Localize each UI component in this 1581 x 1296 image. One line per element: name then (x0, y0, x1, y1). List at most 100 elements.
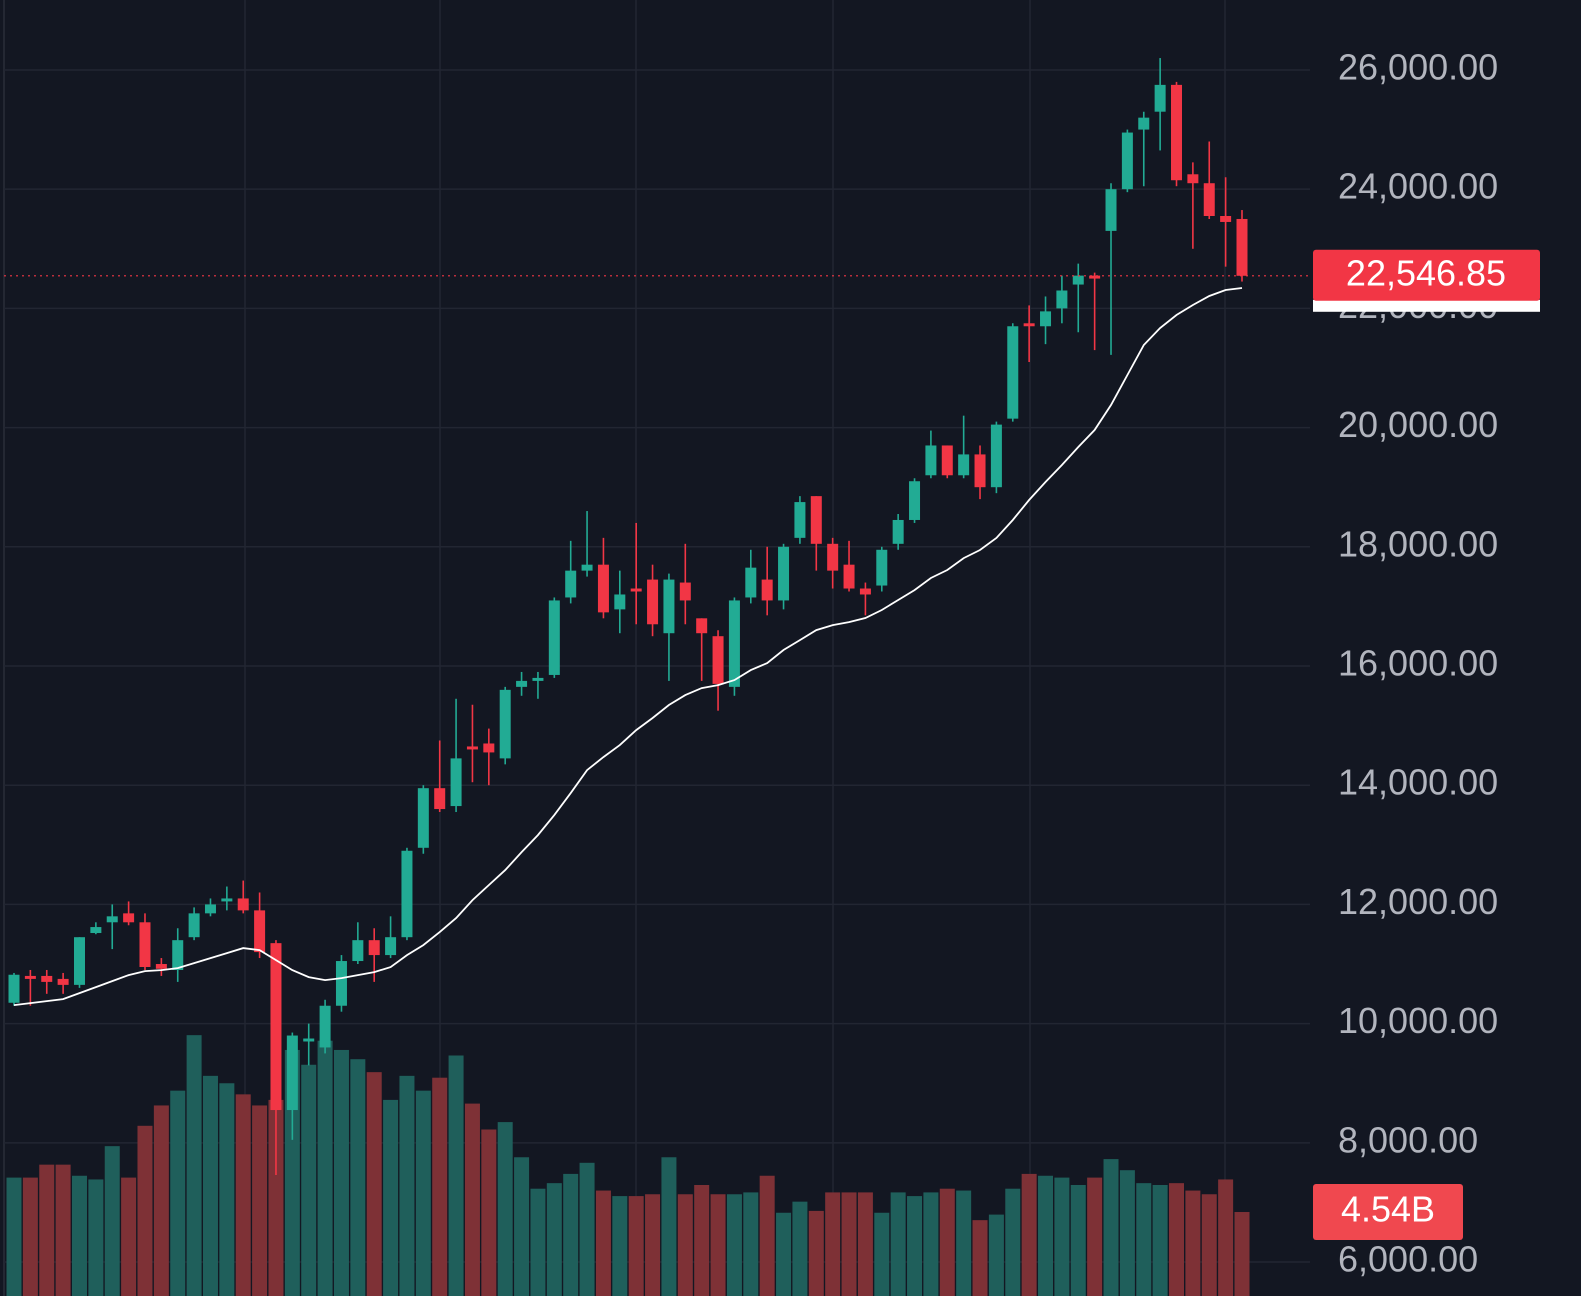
candle-body (401, 850, 413, 938)
volume-bar (186, 1035, 202, 1296)
candle-body (1154, 84, 1166, 112)
volume-bar (759, 1175, 775, 1296)
volume-bar (383, 1099, 399, 1296)
candle-body (630, 588, 642, 592)
candle-body (1072, 275, 1084, 285)
candle-body (1121, 132, 1133, 190)
candle-body (909, 481, 921, 520)
volume-bar (22, 1177, 38, 1296)
candle-body (24, 975, 36, 979)
candle-body (696, 618, 708, 634)
volume-bar (1054, 1177, 1070, 1296)
candle-body (1220, 216, 1232, 222)
candle-body (1203, 183, 1215, 216)
volume-bar (252, 1105, 268, 1296)
volume-bar (792, 1201, 808, 1296)
volume-bar (432, 1077, 448, 1296)
price-axis: 6,000.00 8,000.00 10,000.00 12,000.00 14,000… (1338, 46, 1498, 1279)
volume-bar (1005, 1188, 1021, 1296)
candle-body (565, 570, 577, 598)
volume-bar (333, 1049, 349, 1296)
candle-body (941, 445, 953, 476)
candle-body (1187, 174, 1199, 184)
candle-body (990, 424, 1002, 488)
candle-body (614, 594, 626, 610)
y-tick-label: 8,000.00 (1338, 1119, 1478, 1160)
candle-body (57, 978, 69, 985)
volume-bar (137, 1125, 153, 1296)
volume-bar (710, 1194, 726, 1296)
last-price-badge (1313, 249, 1540, 301)
candle-body (794, 502, 806, 538)
candle-body (1138, 117, 1150, 130)
volume-bar (1136, 1183, 1152, 1296)
candle-body (303, 1038, 315, 1042)
candle-body (450, 758, 462, 807)
volume-bar (464, 1103, 480, 1296)
volume-bar (1070, 1185, 1086, 1296)
volume-bar (71, 1175, 87, 1296)
candle-body (499, 689, 511, 759)
candle-body (335, 961, 347, 1006)
candle-body (1040, 311, 1052, 327)
volume-bar (841, 1192, 857, 1296)
time-grid (3, 0, 1226, 1296)
volume-bar (546, 1183, 562, 1296)
volume-bar (514, 1157, 530, 1296)
volume-bar (170, 1090, 186, 1296)
candle-body (8, 974, 20, 1003)
volume-bar (808, 1210, 824, 1296)
volume-bar (972, 1220, 988, 1296)
candle-body (827, 543, 839, 571)
volume-bar (1218, 1179, 1234, 1296)
volume-bar (661, 1157, 677, 1296)
volume-bar (907, 1196, 923, 1296)
last-volume-label: 4.54B (1341, 1189, 1435, 1230)
candle-body (434, 788, 446, 810)
candle-body (139, 922, 151, 967)
volume-bar (235, 1094, 251, 1296)
candle-body (761, 579, 773, 601)
candle-body (745, 567, 757, 598)
candle-body (188, 913, 200, 938)
candle-body (319, 1005, 331, 1048)
y-tick-label: 10,000.00 (1338, 1000, 1498, 1041)
volume-bar (988, 1214, 1004, 1296)
volume-bar (645, 1194, 661, 1296)
y-tick-label: 24,000.00 (1338, 166, 1498, 207)
candle-body (958, 454, 970, 476)
volume-bar (595, 1190, 611, 1296)
candle-body (843, 564, 855, 589)
volume-bar (481, 1129, 497, 1296)
candle-body (1236, 218, 1248, 276)
volume-bar (1169, 1183, 1185, 1296)
volume-bar (104, 1146, 120, 1296)
candle-body (778, 546, 790, 601)
candle-body (647, 579, 659, 625)
volume-bar (219, 1083, 235, 1296)
last-price-label: 22,546.85 (1346, 252, 1506, 293)
volume-bar (268, 1099, 284, 1296)
candle-body (597, 564, 609, 613)
volume-bar (1119, 1170, 1135, 1296)
candle-body (385, 937, 397, 956)
candle-body (810, 496, 822, 544)
candle-body (221, 898, 233, 902)
candle-body (1007, 326, 1019, 419)
volume-bar (415, 1090, 431, 1296)
candle-body (728, 600, 740, 687)
volume-bar (497, 1122, 513, 1296)
candle-body (41, 975, 53, 982)
volume-bar (399, 1075, 415, 1296)
volume-bar (956, 1190, 972, 1296)
candle-body (254, 910, 266, 953)
volume-bar (1021, 1173, 1037, 1296)
candle-body (417, 788, 429, 848)
volume-bar (284, 1049, 300, 1296)
candle-body (466, 746, 478, 750)
candle-body (581, 564, 593, 571)
candle-body (1105, 189, 1117, 231)
last-volume-badge (1313, 1184, 1463, 1241)
